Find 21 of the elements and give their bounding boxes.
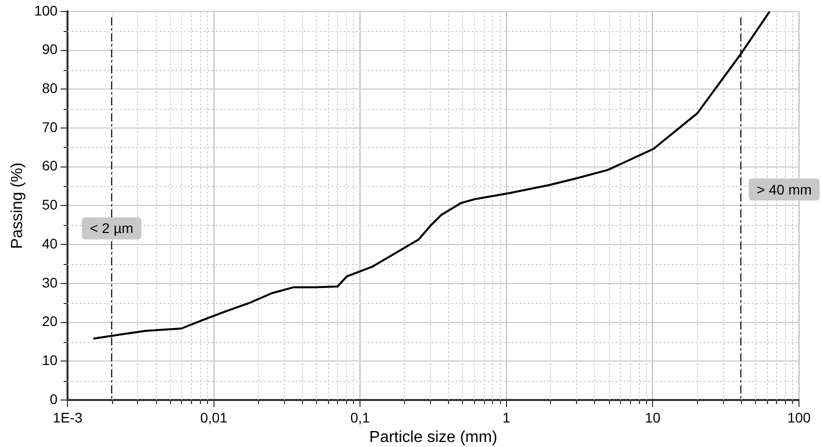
ref-line-label: > 40 mm	[756, 181, 812, 198]
y-tick-label: 100	[34, 2, 58, 18]
y-tick-label: 20	[42, 313, 58, 330]
x-tick-label: 1E-3	[52, 409, 83, 426]
x-tick-label: 0,01	[200, 409, 228, 426]
y-tick-label: 0	[50, 390, 58, 407]
x-tick-label: 1	[502, 409, 511, 426]
y-tick-label: 60	[42, 158, 58, 174]
ref-line-label: < 2 µm	[90, 220, 134, 236]
y-axis-title: Passing (%)	[9, 162, 26, 249]
y-tick-label: 70	[42, 118, 58, 135]
x-tick-label: 0,1	[350, 409, 370, 426]
y-tick-label: 30	[42, 274, 58, 290]
y-tick-label: 80	[42, 80, 58, 96]
y-tick-label: 10	[42, 352, 58, 368]
y-tick-label: 40	[42, 235, 58, 252]
y-tick-label: 50	[42, 196, 58, 213]
x-axis-title: Particle size (mm)	[369, 428, 498, 446]
x-tick-label: 10	[644, 409, 661, 426]
y-tick-label: 90	[42, 41, 58, 58]
x-tick-label: 100	[787, 409, 811, 426]
